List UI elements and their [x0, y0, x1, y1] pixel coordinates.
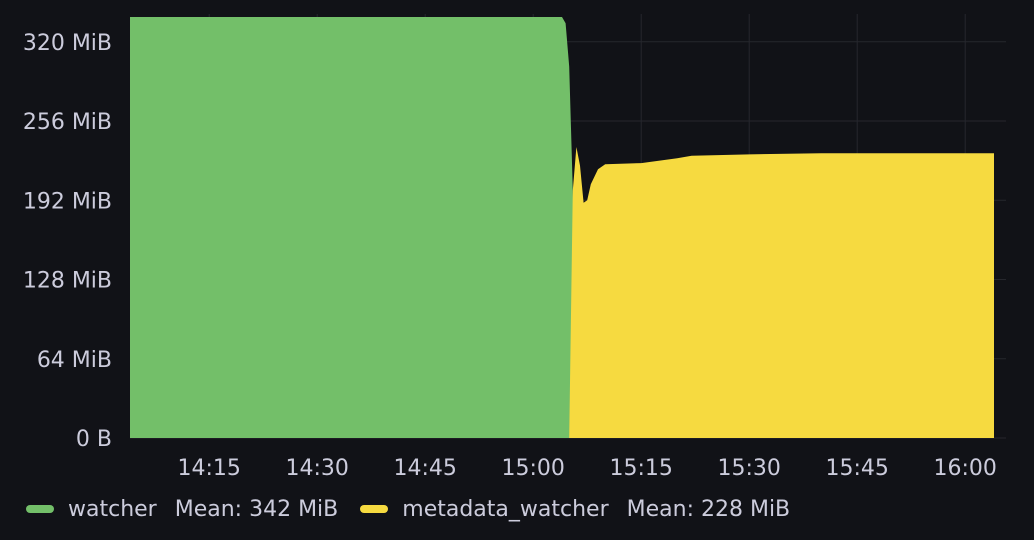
x-tick-label: 16:00	[933, 456, 996, 481]
legend-swatch-metadata-watcher	[360, 505, 389, 513]
y-tick-label: 320 MiB	[23, 31, 112, 56]
x-tick-label: 15:45	[825, 456, 888, 481]
y-tick-label: 256 MiB	[23, 110, 112, 135]
y-axis-ticks: 0 B 64 MiB 128 MiB 192 MiB 256 MiB 320 MiB	[23, 31, 112, 452]
area-metadata-watcher	[569, 147, 994, 438]
y-tick-label: 64 MiB	[37, 348, 112, 373]
x-axis-ticks: 14:15 14:30 14:45 15:00 15:15 15:30 15:45 16:00	[177, 456, 996, 481]
legend-item-watcher[interactable]: watcher Mean: 342 MiB	[26, 497, 338, 522]
x-tick-label: 14:15	[177, 456, 240, 481]
legend-mean-metadata-watcher: Mean: 228 MiB	[626, 496, 791, 522]
y-tick-label: 192 MiB	[23, 189, 112, 214]
memory-area-chart: 0 B 64 MiB 128 MiB 192 MiB 256 MiB 320 MiB 14…	[23, 14, 1006, 481]
x-tick-label: 14:30	[285, 456, 348, 481]
y-tick-label: 0 B	[76, 427, 112, 452]
legend-item-metadata-watcher[interactable]: metadata_watcher Mean: 228 MiB	[360, 497, 790, 522]
x-tick-label: 15:15	[609, 456, 672, 481]
x-tick-label: 14:45	[393, 456, 456, 481]
y-tick-label: 128 MiB	[23, 269, 112, 294]
x-tick-label: 15:00	[501, 456, 564, 481]
area-watcher	[130, 17, 584, 438]
legend-swatch-watcher	[26, 505, 54, 513]
x-tick-label: 15:30	[717, 456, 780, 481]
legend: watcher Mean: 342 MiB metadata_watcher M…	[26, 492, 812, 526]
legend-mean-watcher: Mean: 342 MiB	[174, 496, 339, 522]
legend-name-metadata-watcher: metadata_watcher	[402, 496, 609, 522]
series-areas	[130, 17, 994, 438]
legend-name-watcher: watcher	[68, 496, 157, 522]
